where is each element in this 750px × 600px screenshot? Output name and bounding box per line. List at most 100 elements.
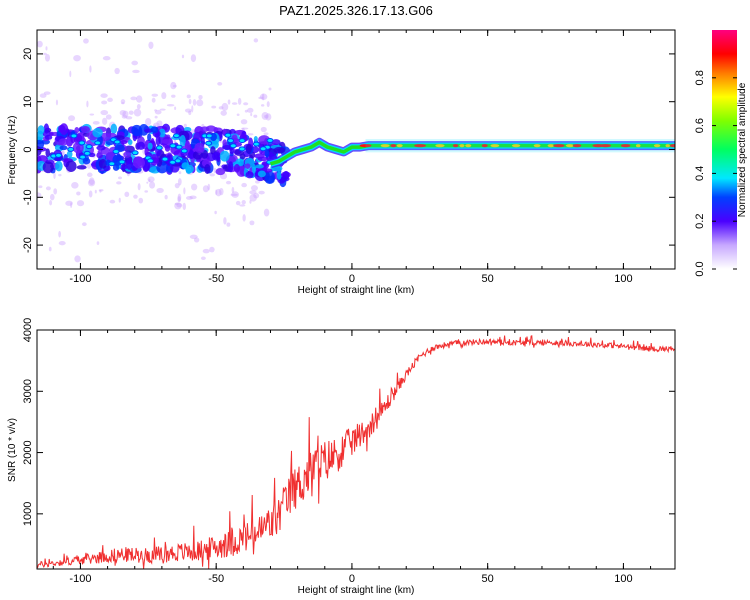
spectrogram-ridge-hotspot	[396, 144, 403, 148]
spectrogram-halo-speck	[107, 97, 113, 103]
spectrogram-halo-speck	[58, 173, 62, 177]
spectrogram-noise-blob	[258, 135, 271, 145]
spectrogram-noise-blob	[212, 151, 221, 161]
spectrogram-peak-spot	[259, 146, 267, 152]
spectrogram-halo-speck	[98, 189, 104, 192]
colorbar-label: Normalized spectral amplitude	[737, 82, 748, 217]
spectrogram-xtick-label: 100	[614, 273, 632, 285]
spectrogram-halo-speck	[71, 181, 79, 189]
spectrogram-halo-speck	[170, 81, 177, 90]
spectrogram-halo-speck	[124, 191, 130, 198]
spectrogram-halo-speck	[258, 96, 264, 100]
spectrogram-ridge-hotspot	[459, 144, 465, 148]
spectrogram-halo-speck	[249, 194, 257, 202]
snr-xlabel: Height of straight line (km)	[298, 585, 415, 596]
spectrogram-halo-speck	[87, 172, 93, 178]
spectrogram-halo-speck	[173, 139, 177, 144]
spectrogram-noise-blob	[65, 160, 77, 172]
spectrogram-noise-blob	[228, 161, 234, 173]
spectrogram-halo-speck	[149, 181, 156, 189]
spectrogram-halo-speck	[102, 117, 108, 126]
spectrogram-halo-speck	[236, 113, 240, 116]
spectrogram-noise-blob	[44, 134, 53, 140]
spectrogram-halo-speck	[164, 194, 168, 200]
spectrogram-noise-blob	[147, 133, 152, 142]
snr-ytick-label: 1000	[22, 502, 34, 526]
spectrogram-peak-spot	[118, 159, 126, 165]
spectrogram-ridge-hotspot	[533, 144, 541, 148]
spectrogram-peak-spot	[252, 141, 260, 147]
spectrogram-ridge-hotspot	[465, 144, 472, 148]
spectrogram-halo-speck	[186, 94, 191, 99]
spectrogram-halo-speck	[49, 193, 55, 201]
spectrogram-halo-speck	[89, 113, 95, 116]
spectrogram-noise-blob	[43, 123, 50, 134]
spectrogram-noise-blob	[147, 142, 153, 150]
spectrogram-halo-speck	[76, 191, 81, 196]
spectrogram-halo-speck	[231, 102, 238, 105]
spectrogram-halo-speck	[253, 114, 258, 118]
spectrogram-noise-blob	[194, 142, 205, 154]
spectrogram-halo-speck	[120, 99, 126, 104]
spectrogram-halo-speck	[138, 197, 144, 204]
snr-xtick-label: 0	[349, 573, 355, 585]
spectrogram-halo-speck	[156, 187, 164, 194]
spectrogram-noise-blob	[119, 139, 128, 145]
spectrogram-ytick-label: 0	[22, 146, 34, 152]
spectrogram-halo-speck	[186, 196, 193, 200]
spectrogram-halo-speck	[244, 109, 248, 113]
spectrogram-ridge-hotspot	[359, 144, 372, 148]
spectrogram-halo-speck	[263, 132, 269, 136]
spectrogram-halo-speck	[151, 97, 156, 103]
snr-xtick-label: -100	[69, 573, 91, 585]
spectrogram-noise-blob	[144, 147, 149, 157]
spectrogram-peak-spot	[79, 154, 87, 160]
spectrogram-noise-blob	[150, 126, 159, 133]
spectrogram-noise-blob	[251, 163, 257, 174]
spectrogram-peak-spot	[155, 145, 163, 151]
spectrogram-ridge-hotspot	[511, 144, 521, 148]
spectrogram-ridge-hotspot	[665, 144, 670, 148]
spectrogram-ridge-hotspot	[414, 144, 427, 148]
spectrogram-noise-blob	[164, 145, 171, 152]
spectrogram-noise-blob	[245, 143, 252, 154]
snr-ytick-label: 3000	[22, 379, 34, 403]
spectrogram-halo-speck	[230, 193, 238, 196]
spectrogram-halo-speck	[191, 105, 194, 113]
spectrogram-halo-speck	[240, 119, 248, 125]
spectrogram-halo-speck	[154, 109, 157, 112]
spectrogram-noise-blob	[74, 127, 80, 134]
spectrogram-halo-speck	[221, 102, 229, 111]
spectrogram-halo-speck	[172, 84, 177, 88]
spectrogram-halo-speck	[114, 67, 120, 75]
spectrogram-halo-speck	[37, 40, 43, 48]
spectrogram-halo-speck	[137, 183, 141, 191]
spectrogram-ridge-halo	[365, 138, 675, 153]
spectrogram-halo-speck	[100, 93, 108, 98]
spectrogram-halo-speck	[70, 202, 73, 208]
spectrogram-noise-blob	[215, 168, 226, 176]
spectrogram-halo-speck	[92, 121, 100, 125]
spectrogram-halo-speck	[260, 126, 267, 133]
spectrogram-halo-speck	[133, 108, 142, 117]
spectrogram-halo-speck	[250, 185, 259, 191]
spectrogram-noise-blob	[219, 150, 230, 162]
spectrogram-halo-speck	[121, 102, 125, 105]
snr-panel: -100 -50 0 50 100 1000 2000 3000 4000 Height of…	[7, 318, 676, 596]
spectrogram-noise-blob	[257, 170, 266, 178]
spectrogram-halo-speck	[241, 200, 246, 205]
colorbar-tick-label: 0.4	[694, 166, 706, 181]
spectrogram-halo-speck	[116, 181, 122, 185]
spectrogram-halo-speck	[53, 188, 58, 195]
spectrogram-peak-spot	[266, 138, 274, 144]
spectrogram-halo-speck	[190, 54, 197, 63]
spectrogram-halo-speck	[219, 187, 224, 196]
spectrogram-halo-speck	[122, 110, 129, 118]
spectrogram-halo-speck	[44, 53, 51, 62]
spectrogram-halo-speck	[58, 230, 61, 238]
spectrogram-ridge-hotspot	[620, 144, 631, 148]
spectrogram-noise-blob	[179, 135, 186, 147]
spectrogram-peak-spot	[175, 144, 183, 150]
spectrogram-halo-speck	[58, 241, 66, 246]
spectrogram-halo-speck	[174, 182, 180, 189]
